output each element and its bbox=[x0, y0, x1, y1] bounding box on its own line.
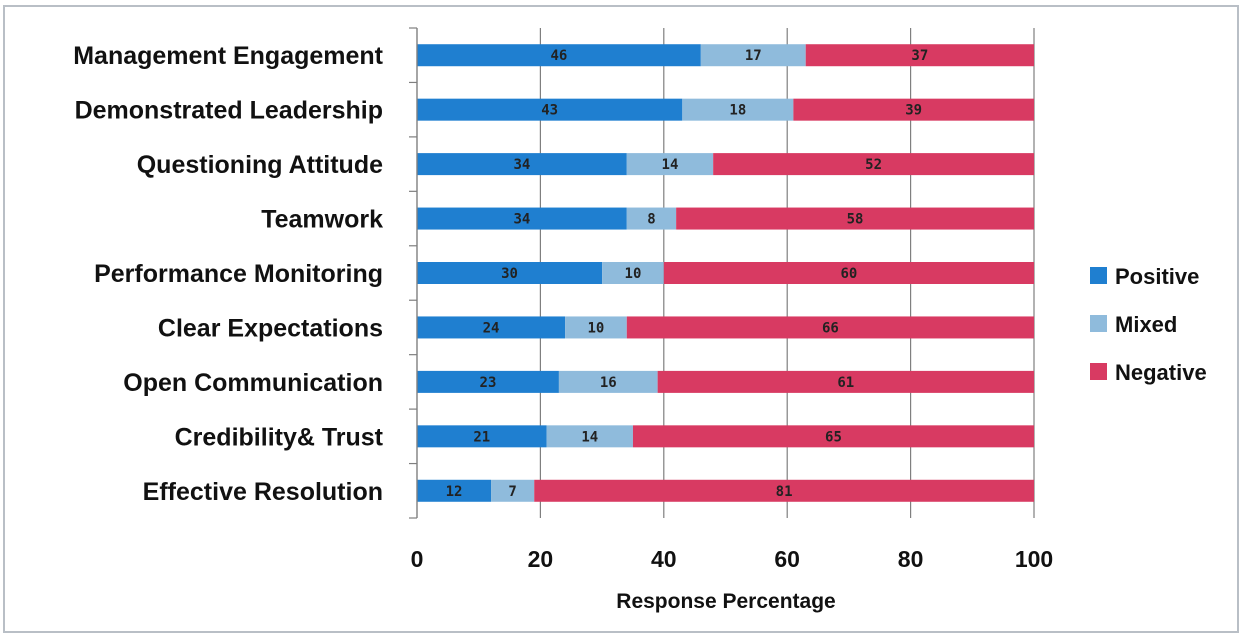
legend-label-positive: Positive bbox=[1115, 264, 1199, 289]
bar-negative bbox=[534, 479, 1034, 502]
data-label-negative: 66 bbox=[822, 320, 839, 336]
legend-label-mixed: Mixed bbox=[1115, 312, 1177, 337]
data-label-mixed: 10 bbox=[625, 266, 642, 282]
data-label-mixed: 17 bbox=[745, 48, 762, 64]
category-label: Effective Resolution bbox=[143, 478, 383, 506]
data-label-mixed: 18 bbox=[729, 103, 746, 119]
data-label-negative: 65 bbox=[825, 429, 842, 445]
data-label-positive: 34 bbox=[513, 157, 530, 173]
bar-positive bbox=[417, 153, 627, 176]
x-tick-label-100: 100 bbox=[1015, 546, 1053, 572]
data-label-positive: 21 bbox=[473, 429, 490, 445]
data-label-negative: 81 bbox=[776, 484, 793, 500]
labels: 0 20 40 60 80 100 Management Engagement 46 17 37 D… bbox=[73, 42, 1053, 572]
data-label-mixed: 7 bbox=[508, 484, 516, 500]
data-label-mixed: 14 bbox=[581, 429, 598, 445]
data-label-mixed: 14 bbox=[662, 157, 679, 173]
data-label-positive: 34 bbox=[513, 212, 530, 228]
data-label-negative: 52 bbox=[865, 157, 882, 173]
x-tick-label-80: 80 bbox=[898, 546, 924, 572]
data-label-mixed: 10 bbox=[588, 320, 605, 336]
bar-mixed bbox=[626, 153, 714, 176]
category-label: Performance Monitoring bbox=[94, 260, 383, 288]
bar-negative bbox=[657, 370, 1034, 393]
data-label-positive: 43 bbox=[541, 103, 558, 119]
category-label: Management Engagement bbox=[73, 42, 383, 70]
x-tick-label-40: 40 bbox=[651, 546, 677, 572]
category-label: Questioning Attitude bbox=[137, 151, 383, 179]
bar-positive bbox=[417, 44, 701, 67]
data-label-positive: 23 bbox=[480, 375, 497, 391]
x-tick-label-60: 60 bbox=[774, 546, 800, 572]
bar-mixed bbox=[565, 316, 627, 339]
data-label-positive: 24 bbox=[483, 320, 500, 336]
data-label-positive: 12 bbox=[446, 484, 463, 500]
data-label-positive: 30 bbox=[501, 266, 518, 282]
bar-positive bbox=[417, 98, 683, 121]
data-label-negative: 58 bbox=[847, 212, 864, 228]
legend-swatch-positive bbox=[1090, 267, 1107, 284]
bar-positive bbox=[417, 425, 547, 448]
bar-negative bbox=[793, 98, 1034, 121]
category-label: Demonstrated Leadership bbox=[75, 97, 383, 125]
bar-positive bbox=[417, 479, 492, 502]
axes bbox=[409, 27, 418, 519]
data-label-negative: 61 bbox=[837, 375, 854, 391]
bar-negative bbox=[626, 316, 1034, 339]
x-tick-label-0: 0 bbox=[411, 546, 424, 572]
bar-mixed bbox=[626, 207, 677, 230]
legend: Positive Mixed Negative bbox=[1090, 264, 1207, 385]
data-label-negative: 37 bbox=[911, 48, 928, 64]
bar-negative bbox=[713, 153, 1034, 176]
bar-negative bbox=[663, 262, 1034, 284]
category-label: Credibility& Trust bbox=[175, 423, 384, 451]
data-label-mixed: 8 bbox=[647, 212, 655, 228]
bar-mixed bbox=[700, 44, 806, 67]
bar-negative bbox=[676, 207, 1034, 230]
bar-mixed bbox=[546, 425, 633, 448]
legend-swatch-negative bbox=[1090, 363, 1107, 380]
bar-negative bbox=[632, 425, 1034, 448]
x-axis-title: Response Percentage bbox=[616, 590, 835, 613]
category-label: Open Communication bbox=[123, 369, 383, 397]
legend-label-negative: Negative bbox=[1115, 360, 1207, 385]
bars bbox=[417, 44, 1034, 502]
bar-negative bbox=[805, 44, 1034, 67]
bar-mixed bbox=[491, 479, 535, 502]
category-label: Clear Expectations bbox=[158, 314, 383, 342]
bar-positive bbox=[417, 262, 603, 284]
bar-positive bbox=[417, 207, 627, 230]
bar-mixed bbox=[558, 370, 658, 393]
data-label-mixed: 16 bbox=[600, 375, 617, 391]
bar-positive bbox=[417, 370, 559, 393]
bar-mixed bbox=[682, 98, 794, 121]
x-tick-label-20: 20 bbox=[528, 546, 554, 572]
data-label-negative: 39 bbox=[905, 103, 922, 119]
bar-mixed bbox=[602, 262, 664, 284]
bar-positive bbox=[417, 316, 566, 339]
data-label-positive: 46 bbox=[550, 48, 567, 64]
legend-swatch-mixed bbox=[1090, 315, 1107, 332]
data-label-negative: 60 bbox=[840, 266, 857, 282]
category-label: Teamwork bbox=[261, 206, 383, 234]
